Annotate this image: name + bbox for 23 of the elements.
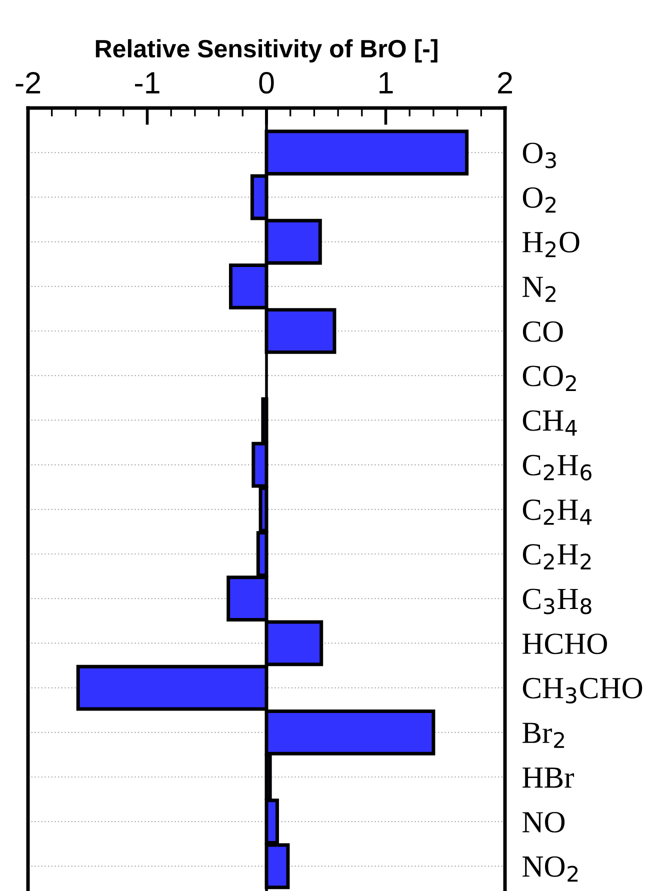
y-tick-label: C$_{2}$H$_{6}$ — [522, 454, 592, 480]
y-tick-label: NO — [522, 812, 565, 832]
x-tick-label: 2 — [498, 72, 512, 94]
y-tick-label: O$_{3}$ — [522, 142, 556, 168]
y-tick-label: C$_{3}$H$_{8}$ — [522, 588, 592, 614]
x-tick-label: -2 — [16, 72, 40, 94]
y-tick-label: CH$_{4}$ — [522, 410, 577, 436]
y-tick-label: NO$_{2}$ — [522, 856, 578, 882]
y-tick-label: HCHO — [522, 634, 607, 654]
y-tick-label: CH$_{3}$CHO — [522, 678, 642, 704]
x-tick-label: -1 — [135, 72, 160, 94]
x-axis-title: Relative Sensitivity of BrO [-] — [96, 39, 438, 62]
y-tick-label: C$_{2}$H$_{4}$ — [522, 500, 592, 525]
y-tick-label: CO$_{2}$ — [522, 366, 576, 391]
y-tick-label: CO — [522, 321, 563, 342]
y-tick-label: HBr — [522, 768, 574, 788]
y-tick-label: C$_{2}$H$_{2}$ — [522, 544, 591, 570]
x-tick-label: 1 — [380, 72, 393, 94]
y-tick-label: N$_{2}$ — [522, 276, 556, 302]
y-tick-label: H$_{2}$O — [522, 232, 580, 258]
y-tick-label: O$_{2}$ — [522, 187, 556, 213]
x-tick-label: 0 — [259, 72, 274, 94]
y-tick-label: Br$_{2}$ — [522, 722, 564, 748]
